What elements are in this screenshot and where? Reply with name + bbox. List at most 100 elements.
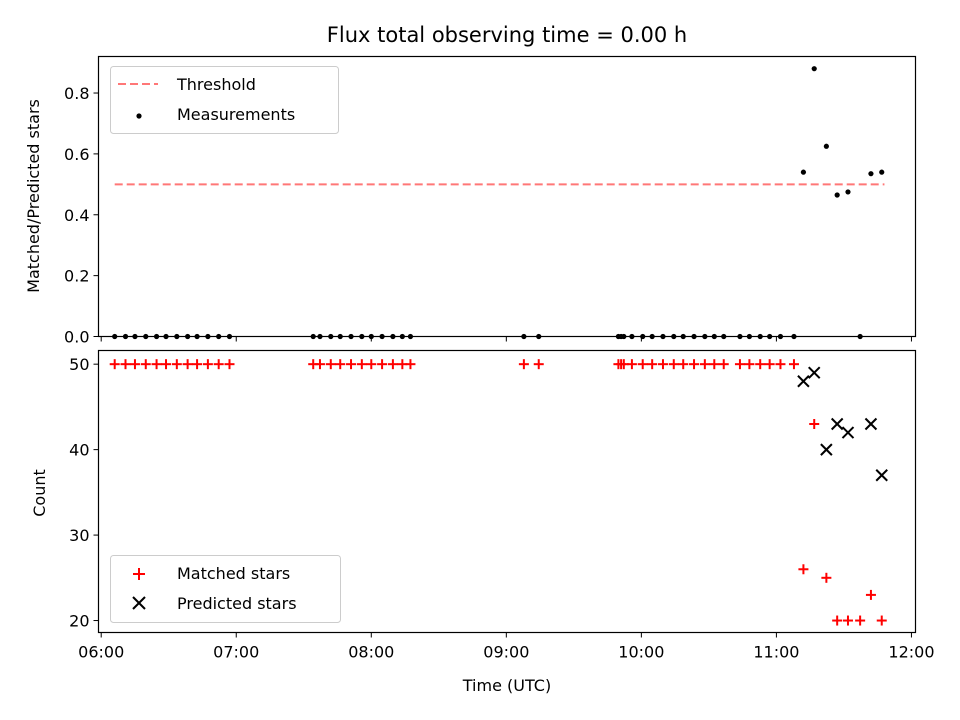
matched-star-marker bbox=[151, 359, 162, 370]
bottom-x-tick-label: 11:00 bbox=[753, 643, 799, 662]
matched-star-marker bbox=[213, 359, 224, 370]
measurement-point bbox=[629, 333, 635, 340]
measurement-point bbox=[536, 333, 542, 340]
matched-star-marker bbox=[120, 359, 131, 370]
matched-star-marker bbox=[335, 359, 346, 370]
matched-star-marker bbox=[346, 359, 357, 370]
bottom-x-tick-label: 07:00 bbox=[213, 643, 259, 662]
matched-star-marker bbox=[356, 359, 367, 370]
measurement-point bbox=[216, 333, 222, 340]
measurement-point bbox=[185, 333, 191, 340]
measurement-point bbox=[112, 333, 118, 340]
top-axes-frame bbox=[97, 55, 917, 338]
matched-star-marker bbox=[366, 359, 377, 370]
measurement-point bbox=[671, 333, 677, 340]
legend-matched-label: Matched stars bbox=[177, 564, 290, 583]
matched-star-marker bbox=[314, 359, 325, 370]
predicted-star-marker bbox=[875, 469, 888, 482]
top-legend: Threshold Measurements bbox=[110, 66, 339, 134]
measurement-point bbox=[857, 333, 863, 340]
measurement-point bbox=[680, 333, 686, 340]
measurement-point bbox=[226, 333, 233, 340]
matched-star-marker bbox=[109, 359, 120, 370]
matched-star-marker bbox=[668, 359, 679, 370]
bottom-x-tick-label: 09:00 bbox=[483, 643, 529, 662]
bottom-x-tick-label: 10:00 bbox=[618, 643, 664, 662]
measurement-point bbox=[711, 333, 717, 340]
measurement-point bbox=[153, 333, 160, 340]
top-legend-box bbox=[110, 66, 339, 134]
top-y-tick-label: 0.0 bbox=[64, 328, 89, 347]
matched-star-marker bbox=[387, 359, 398, 370]
matched-star-marker bbox=[764, 359, 775, 370]
measurement-point bbox=[640, 333, 646, 340]
matched-star-marker bbox=[377, 359, 388, 370]
matched-star-marker bbox=[734, 359, 745, 370]
ratio-panel: Flux total observing time = 0.00 h 0.0 0.… bbox=[24, 23, 917, 347]
matched-star-marker bbox=[718, 359, 729, 370]
measurement-point bbox=[163, 333, 169, 340]
bottom-x-tick-label: 08:00 bbox=[348, 643, 394, 662]
matched-star-marker bbox=[699, 359, 710, 370]
matched-star-marker bbox=[518, 359, 529, 370]
measurement-point bbox=[767, 333, 773, 340]
top-y-tick-label: 0.4 bbox=[64, 206, 89, 225]
measurement-point bbox=[122, 333, 129, 340]
bottom-x-axis-label: Time (UTC) bbox=[462, 676, 551, 695]
bottom-y-axis-label: Count bbox=[30, 469, 49, 517]
matched-star-marker bbox=[855, 615, 866, 626]
matched-star-marker bbox=[202, 359, 213, 370]
measurement-point bbox=[811, 66, 817, 72]
bottom-axes-frame bbox=[97, 349, 917, 634]
matched-star-marker bbox=[709, 359, 720, 370]
measurement-point bbox=[737, 333, 743, 340]
matched-star-marker bbox=[140, 359, 151, 370]
matched-star-marker bbox=[182, 359, 193, 370]
measurement-point bbox=[399, 333, 405, 340]
matched-star-marker bbox=[405, 359, 416, 370]
legend-measurements-swatch bbox=[136, 113, 142, 119]
measurement-point bbox=[337, 333, 343, 340]
bottom-y-tick-label: 50 bbox=[69, 355, 89, 374]
chart-title: Flux total observing time = 0.00 h bbox=[327, 23, 687, 47]
matched-star-marker bbox=[744, 359, 755, 370]
measurement-point bbox=[328, 333, 334, 340]
measurement-point bbox=[521, 333, 527, 340]
top-y-tick-label: 0.8 bbox=[64, 84, 89, 103]
measurement-point bbox=[310, 333, 316, 340]
measurement-point bbox=[379, 333, 385, 340]
bottom-y-ticks: 20 30 40 50 bbox=[69, 355, 99, 631]
top-y-axis-label: Matched/Predicted stars bbox=[24, 99, 43, 293]
top-y-tick-label: 0.2 bbox=[64, 267, 89, 286]
matched-star-marker bbox=[788, 359, 799, 370]
predicted-star-marker bbox=[864, 417, 878, 431]
measurement-point bbox=[746, 333, 752, 340]
matched-star-marker bbox=[192, 359, 203, 370]
predicted-star-marker bbox=[820, 443, 833, 456]
legend-threshold-label: Threshold bbox=[176, 75, 256, 94]
measurement-point bbox=[621, 333, 627, 340]
bottom-x-tick-label: 12:00 bbox=[888, 643, 934, 662]
measurement-point bbox=[823, 143, 829, 149]
legend-measurements-label: Measurements bbox=[177, 105, 295, 124]
top-y-tick-label: 0.6 bbox=[64, 145, 89, 164]
bottom-y-tick-label: 30 bbox=[69, 526, 89, 545]
matched-star-marker bbox=[224, 359, 235, 370]
matched-star-marker bbox=[775, 359, 786, 370]
bottom-series bbox=[109, 359, 888, 626]
measurement-point bbox=[800, 169, 807, 175]
measurement-point bbox=[348, 333, 354, 340]
predicted-star-marker bbox=[841, 426, 855, 439]
legend-predicted-swatch bbox=[132, 596, 146, 610]
measurement-point bbox=[791, 333, 797, 340]
legend-matched-swatch bbox=[133, 568, 145, 580]
measurement-point bbox=[132, 333, 138, 340]
matched-star-marker bbox=[626, 359, 637, 370]
matched-star-marker bbox=[678, 359, 689, 370]
bottom-x-ticks: 06:00 07:00 08:00 09:00 10:00 11:00 12:00 bbox=[78, 632, 935, 662]
matched-star-marker bbox=[865, 589, 876, 600]
matched-star-marker bbox=[171, 359, 182, 370]
matched-star-marker bbox=[637, 359, 648, 370]
matched-star-marker bbox=[876, 615, 887, 626]
